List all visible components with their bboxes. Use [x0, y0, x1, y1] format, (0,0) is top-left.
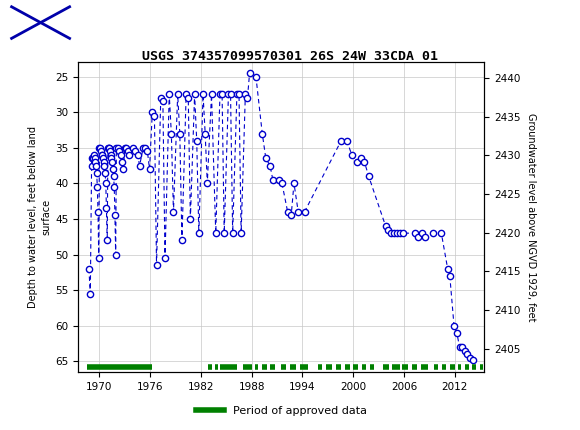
Text: USGS 374357099570301 26S 24W 33CDA 01: USGS 374357099570301 26S 24W 33CDA 01 [142, 50, 438, 63]
FancyBboxPatch shape [12, 7, 70, 38]
Y-axis label: Depth to water level, feet below land
surface: Depth to water level, feet below land su… [28, 126, 51, 308]
Text: USGS: USGS [78, 15, 125, 30]
Y-axis label: Groundwater level above NGVD 1929, feet: Groundwater level above NGVD 1929, feet [526, 113, 536, 321]
Legend: Period of approved data: Period of approved data [191, 402, 371, 421]
